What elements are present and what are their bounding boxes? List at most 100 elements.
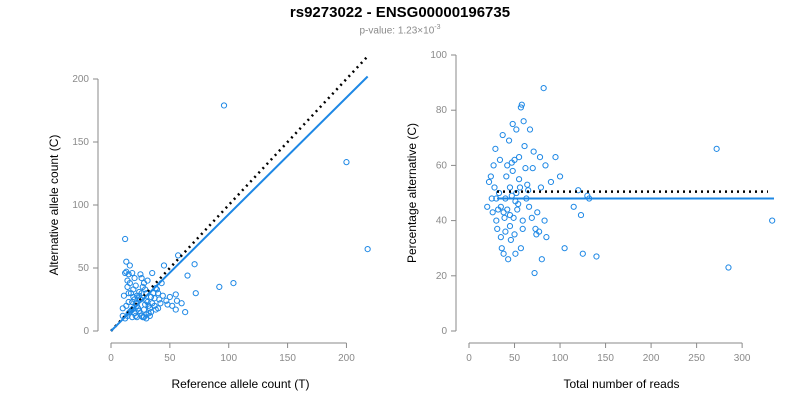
right-y-tick-label: 20 [436,271,448,282]
right-x-tick-label: 50 [509,353,521,364]
right-y-tick-label: 40 [436,216,448,227]
left-data-point [125,271,132,278]
right-data-point [506,211,514,219]
right-data-point [516,184,524,191]
left-data-point [184,272,191,279]
left-data-point [163,297,170,304]
left-x-tick-label: 200 [338,353,355,364]
panel-right: 0 50 100 150 200 250 300 0 20 40 60 80 100 Total numb… [405,50,776,391]
right-data-point [491,184,498,191]
right-y-tick-label: 0 [441,326,447,337]
right-x-tick-label: 300 [734,353,751,364]
right-data-point [495,189,503,197]
left-y-tick-label: 0 [83,326,89,337]
left-data-point [154,290,162,297]
right-data-point [511,156,518,163]
right-data-point [521,142,528,150]
left-data-point [143,297,150,304]
left-y-tick-label: 150 [72,137,89,148]
left-data-point [157,300,164,307]
left-data-point [160,262,168,269]
right-data-point [528,214,535,221]
right-data-point [485,178,493,186]
right-x-tick-label: 100 [552,353,569,364]
right-x-tick-label: 250 [688,353,705,364]
right-data-point [769,217,776,224]
right-data-point [577,211,585,219]
left-data-point [175,252,182,259]
right-data-point [542,162,549,169]
left-data-point [220,102,228,109]
left-data-point [152,306,159,313]
right-y-tick-label: 100 [430,50,447,61]
left-data-point [140,306,148,313]
right-data-point [519,225,526,232]
left-data-point [131,274,138,282]
panel-left: 0 50 100 150 200 0 50 100 150 200 Reference allele… [47,55,371,391]
left-data-point [126,280,133,287]
right-data-point [511,231,518,238]
right-data-point [547,178,555,186]
right-y-axis-title: Percentage alternative (C) [405,123,419,263]
right-data-point [540,85,547,92]
right-data-point [520,118,527,125]
left-data-point [136,292,143,299]
right-data-point [515,176,523,183]
left-data-point [147,293,155,301]
left-y-tick-label: 200 [72,74,89,85]
right-data-point [532,225,539,232]
right-data-point [501,214,508,221]
left-y-tick-label: 100 [72,200,89,211]
left-data-point [182,309,189,316]
left-data-point [126,262,133,269]
right-data-point [509,120,516,128]
left-data-point [173,297,181,304]
right-data-point [526,126,534,133]
right-data-point [506,184,514,191]
right-data-point [579,250,586,257]
right-data-point [498,245,505,252]
left-data-point [137,271,144,278]
right-data-point [537,184,545,191]
right-data-point [497,203,504,210]
left-data-point [138,274,145,282]
subtitle-exponent: -3 [434,24,441,31]
left-data-point [364,246,371,253]
left-data-point [144,277,151,284]
left-data-point [156,296,163,303]
left-x-tick-label: 150 [279,353,296,364]
left-fit-line [110,75,369,332]
right-data-point [525,203,533,210]
right-data-point [531,269,538,277]
right-data-point [507,236,514,244]
left-data-point [143,311,150,318]
right-data-point [536,154,544,161]
right-data-point [489,209,496,216]
right-data-point [552,154,559,161]
left-data-point [343,159,350,166]
left-x-axis-title: Reference allele count (T) [171,377,309,391]
right-data-point [519,217,526,224]
chart-subtitle: p-value: 1.23×10-3 [0,24,800,36]
right-x-tick-label: 200 [643,353,660,364]
right-data-point [713,145,720,152]
right-data-point [524,181,531,188]
right-data-point [522,165,529,172]
left-x-tick-label: 50 [164,353,176,364]
left-data-point [191,261,198,268]
right-data-point [505,256,512,263]
right-x-axis-title: Total number of reads [563,377,679,391]
right-data-point [506,223,514,230]
right-data-point [530,148,537,155]
right-data-point [497,234,504,241]
left-data-point [122,269,129,277]
right-data-point [556,173,564,180]
left-data-point [129,314,136,321]
right-data-point [561,245,568,252]
right-data-point [504,162,511,169]
left-data-point [123,258,130,265]
right-data-point [504,206,511,213]
left-data-point [125,298,132,306]
left-data-point [132,282,139,289]
